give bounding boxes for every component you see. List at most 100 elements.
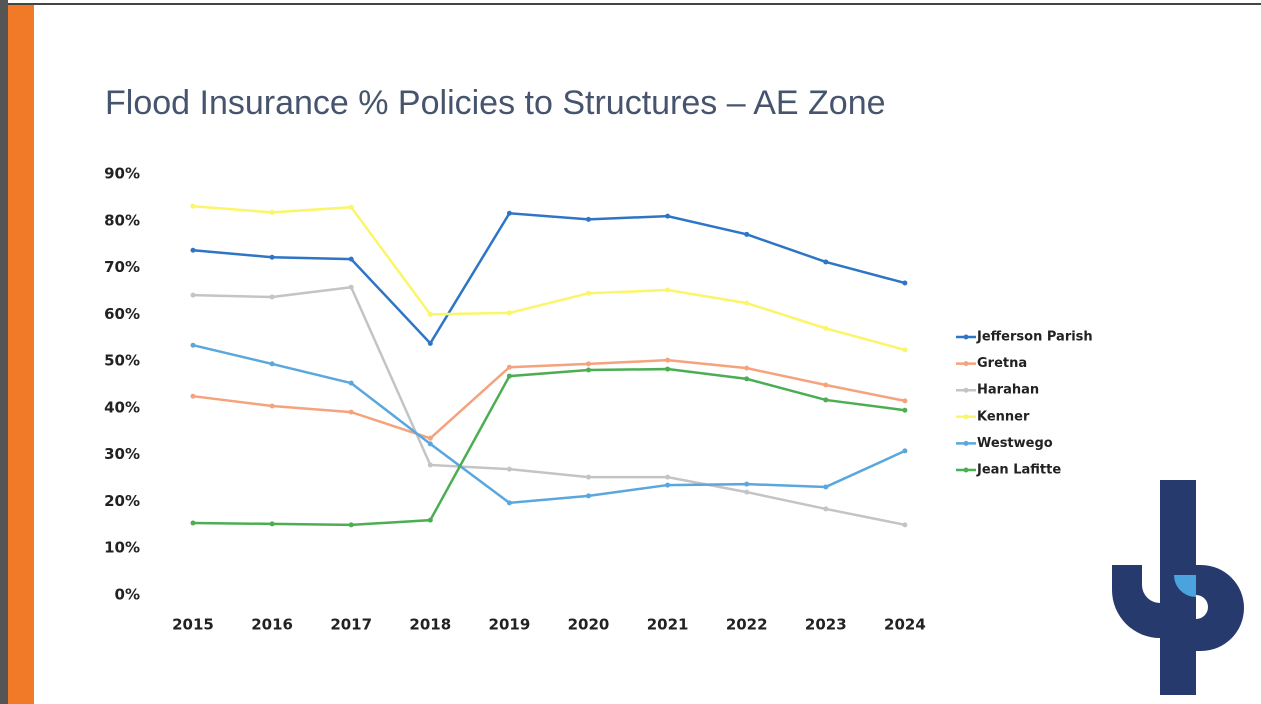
data-point (744, 365, 750, 371)
data-point (190, 292, 196, 298)
legend-marker (963, 334, 969, 340)
data-point (665, 213, 671, 219)
logo (1112, 480, 1244, 695)
y-tick-label: 30% (104, 445, 140, 463)
data-point (586, 216, 591, 222)
accent-bar (8, 4, 34, 704)
legend-label: Jefferson Parish (976, 330, 1093, 345)
y-tick-label: 20% (104, 492, 140, 510)
x-tick-label: 2020 (568, 616, 610, 634)
data-point (823, 382, 829, 388)
data-point (427, 462, 433, 468)
data-point (506, 310, 512, 316)
data-point (506, 500, 512, 506)
series-line (192, 211, 906, 346)
data-point (823, 506, 829, 512)
data-point (823, 397, 829, 403)
x-tick-label: 2019 (489, 616, 531, 634)
data-point (665, 357, 671, 363)
data-point (665, 366, 671, 372)
x-tick-label: 2018 (409, 616, 451, 634)
data-point (348, 409, 354, 415)
data-point (902, 407, 908, 413)
data-point (506, 210, 512, 216)
y-tick-label: 70% (104, 258, 140, 276)
data-point (269, 403, 275, 409)
legend-label: Gretna (977, 356, 1027, 371)
data-point (902, 347, 908, 353)
data-point (506, 373, 512, 379)
data-point (902, 522, 908, 528)
series-line (192, 343, 906, 505)
data-point (348, 380, 354, 386)
data-point (823, 484, 829, 490)
data-point (190, 520, 196, 526)
legend-label: Kenner (977, 409, 1030, 424)
legend-label: Westwego (977, 436, 1053, 451)
data-point (665, 482, 671, 488)
data-point (902, 280, 908, 286)
edge (0, 0, 8, 704)
data-point (348, 522, 354, 528)
data-point (190, 342, 196, 348)
logo-j (1112, 565, 1160, 638)
x-tick-label: 2024 (884, 616, 926, 634)
legend-marker (963, 361, 969, 367)
data-point (665, 287, 671, 293)
data-point (269, 254, 275, 260)
y-tick-label: 80% (104, 211, 140, 229)
data-point (665, 474, 671, 480)
data-point (744, 376, 750, 382)
legend-marker (963, 440, 969, 446)
legend-label: Harahan (977, 383, 1039, 398)
legend-label: Jean Lafitte (976, 463, 1061, 478)
data-point (506, 364, 512, 370)
series-line (192, 358, 906, 440)
y-tick-label: 90% (104, 165, 140, 183)
series-line (192, 285, 906, 527)
legend-marker (963, 414, 969, 420)
logo-accent (1174, 575, 1196, 597)
logo-p (1196, 565, 1244, 651)
data-point (427, 441, 433, 447)
x-tick-label: 2022 (726, 616, 768, 634)
y-tick-label: 0% (115, 586, 140, 604)
data-point (427, 340, 433, 346)
legend-marker (963, 467, 969, 473)
y-tick-label: 60% (104, 305, 140, 323)
x-tick-label: 2023 (805, 616, 847, 634)
data-point (902, 448, 908, 454)
data-point (348, 284, 354, 290)
x-tick-label: 2021 (647, 616, 689, 634)
data-point (586, 367, 591, 373)
series-line (192, 205, 906, 352)
data-point (348, 256, 354, 262)
y-tick-label: 10% (104, 539, 140, 557)
y-tick-label: 40% (104, 398, 140, 416)
data-point (427, 517, 433, 523)
data-point (586, 493, 591, 499)
data-point (586, 361, 591, 367)
data-point (506, 466, 512, 472)
legend-marker (963, 387, 969, 393)
data-point (427, 435, 433, 441)
data-point (823, 259, 829, 265)
series-line (192, 367, 906, 527)
data-point (744, 231, 750, 237)
data-point (586, 290, 591, 296)
data-point (269, 361, 275, 367)
x-tick-label: 2017 (330, 616, 372, 634)
data-point (190, 247, 196, 253)
data-point (902, 398, 908, 404)
x-tick-label: 2016 (251, 616, 293, 634)
data-point (744, 481, 750, 487)
chart-title: Flood Insurance % Policies to Structures… (105, 84, 886, 122)
data-point (427, 311, 433, 317)
data-point (586, 474, 591, 480)
data-point (744, 300, 750, 306)
data-point (190, 203, 196, 209)
x-tick-label: 2015 (172, 616, 214, 634)
data-point (269, 209, 275, 215)
